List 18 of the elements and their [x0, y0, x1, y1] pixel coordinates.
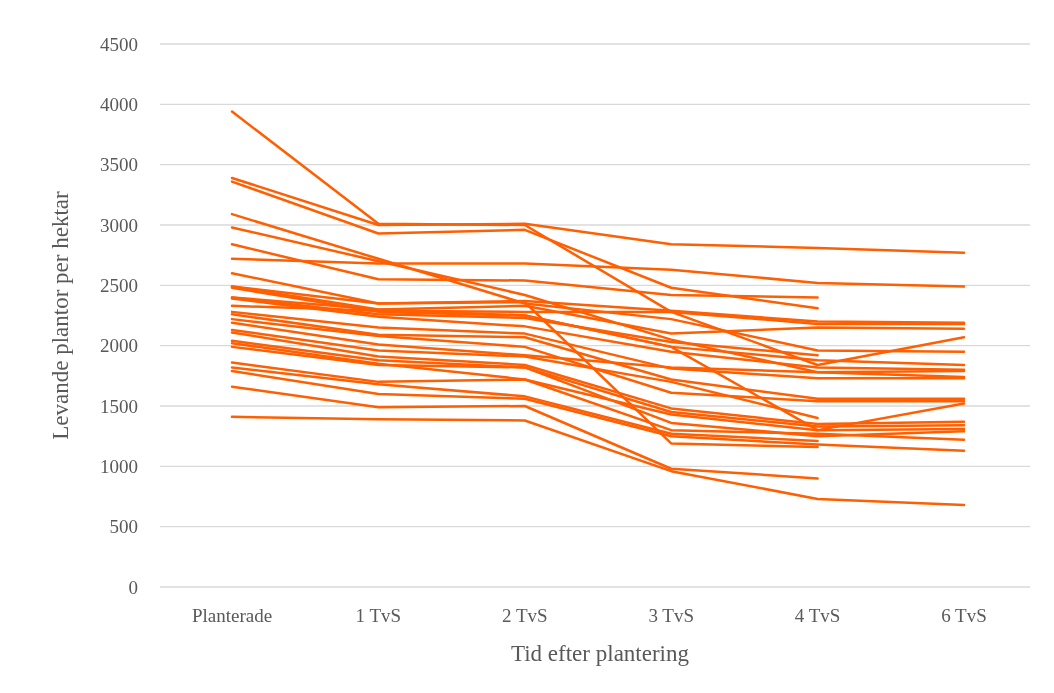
x-tick-label: 3 TvS — [648, 605, 694, 626]
x-axis-title: Tid efter plantering — [510, 641, 690, 666]
y-tick-label: 1500 — [100, 395, 138, 417]
y-tick-label: 2500 — [100, 274, 138, 296]
x-tick-label: 2 TvS — [502, 605, 548, 626]
y-axis-title: Levande plantor per hektar — [48, 190, 73, 440]
y-tick-label: 500 — [109, 516, 138, 538]
x-tick-label: 6 TvS — [941, 605, 987, 626]
y-tick-label: 4000 — [100, 93, 138, 115]
y-tick-label: 3500 — [100, 154, 138, 176]
y-tick-label: 2000 — [100, 335, 138, 357]
x-tick-label: 4 TvS — [794, 605, 841, 626]
y-tick-label: 1000 — [100, 455, 138, 477]
x-tick-label: 1 TvS — [355, 605, 402, 626]
y-tick-label: 3000 — [100, 214, 138, 236]
x-tick-label: Planterade — [191, 605, 273, 626]
y-tick-label: 4500 — [100, 33, 138, 55]
y-tick-label: 0 — [128, 576, 138, 598]
